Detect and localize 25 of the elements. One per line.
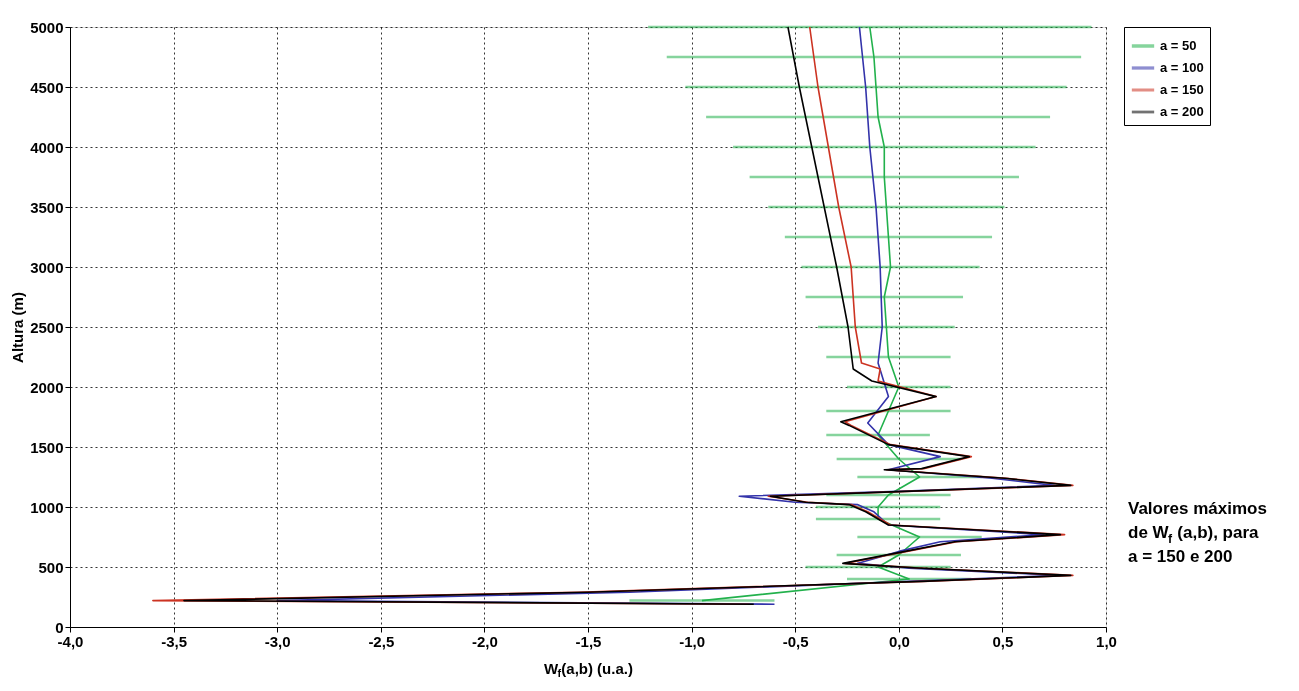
x-tick-label: -1,0 [679,632,706,650]
y-tick-label: 4000 [30,138,64,156]
y-axis-title: Altura (m) [9,292,27,363]
legend-label: a = 150 [1160,82,1204,97]
y-tick-label: 3000 [30,258,64,276]
x-tick-label: 0,0 [888,632,910,650]
legend-label: a = 200 [1160,104,1204,119]
y-tick-label: 500 [38,558,64,576]
x-tick-label: -3,0 [264,632,291,650]
legend-label: a = 50 [1160,38,1197,53]
x-tick-label: -3,5 [161,632,188,650]
y-tick-label: 1000 [30,498,64,516]
x-tick-label: -0,5 [782,632,809,650]
y-tick-label: 1500 [30,438,64,456]
legend-label: a = 100 [1160,60,1204,75]
x-tick-label: 0,5 [992,632,1014,650]
x-tick-label: -1,5 [575,632,602,650]
y-tick-label: 4500 [30,78,64,96]
y-tick-label: 2000 [30,378,64,396]
x-tick-label: 1,0 [1096,632,1117,650]
y-tick-label: 5000 [30,18,64,36]
x-tick-label: -2,5 [368,632,395,650]
y-tick-label: 2500 [30,318,64,336]
x-tick-label: -2,0 [471,632,498,650]
y-tick-label: 3500 [30,198,64,216]
